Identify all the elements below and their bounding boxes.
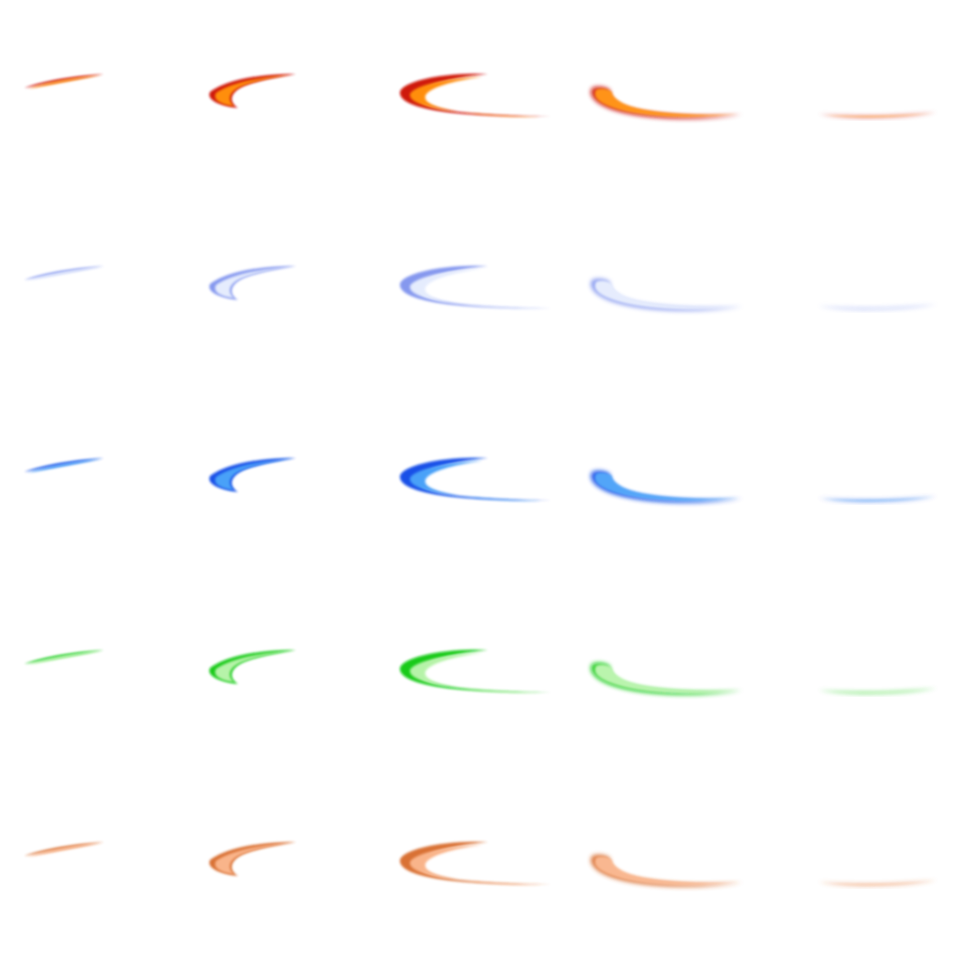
swoosh-frame <box>590 86 744 119</box>
swoosh-inner-band <box>594 88 738 117</box>
swoosh-frame <box>24 650 104 665</box>
swoosh-frame <box>209 650 296 684</box>
swoosh-frame <box>24 74 104 89</box>
swoosh-row-orange <box>24 841 938 887</box>
swoosh-inner-band <box>215 75 292 106</box>
swoosh-inner-band <box>824 113 934 118</box>
swoosh-outer-band <box>209 650 296 684</box>
swoosh-outer-band <box>209 458 296 492</box>
swoosh-frame <box>590 278 744 311</box>
swoosh-frame <box>24 266 104 281</box>
swoosh-inner-band <box>28 75 102 89</box>
swoosh-outer-band <box>209 266 296 300</box>
swoosh-frame <box>818 688 938 694</box>
swoosh-frame <box>590 662 744 695</box>
swoosh-frame <box>209 74 296 108</box>
swoosh-inner-band <box>594 472 738 501</box>
swoosh-inner-band <box>824 305 934 310</box>
swoosh-row-green <box>24 649 938 695</box>
swoosh-row-pale-blue <box>24 265 938 311</box>
swoosh-frame <box>209 842 296 876</box>
swoosh-inner-band <box>824 689 934 694</box>
swoosh-frame <box>590 470 744 503</box>
swoosh-inner-band <box>594 664 738 693</box>
swoosh-frame <box>209 266 296 300</box>
swoosh-frame <box>590 854 744 887</box>
swoosh-frame <box>24 842 104 857</box>
swoosh-inner-band <box>215 459 292 490</box>
swoosh-inner-band <box>28 843 102 857</box>
swoosh-frame <box>24 458 104 473</box>
swoosh-inner-band <box>28 267 102 281</box>
swoosh-outer-band <box>209 842 296 876</box>
swoosh-inner-band <box>594 856 738 885</box>
swoosh-inner-band <box>824 497 934 502</box>
swoosh-frame <box>818 112 938 118</box>
swoosh-frame <box>818 880 938 886</box>
swoosh-inner-band <box>594 280 738 309</box>
swoosh-inner-band <box>215 651 292 682</box>
swoosh-frame <box>818 496 938 502</box>
swoosh-inner-band <box>215 267 292 298</box>
swoosh-frame <box>818 304 938 310</box>
swoosh-outer-band <box>209 74 296 108</box>
swoosh-inner-band <box>215 843 292 874</box>
swoosh-inner-band <box>28 651 102 665</box>
swoosh-inner-band <box>28 459 102 473</box>
swoosh-frames <box>24 73 938 887</box>
swoosh-inner-band <box>824 881 934 886</box>
swoosh-frame <box>209 458 296 492</box>
swoosh-row-fire <box>24 73 938 119</box>
swoosh-row-blue <box>24 457 938 503</box>
